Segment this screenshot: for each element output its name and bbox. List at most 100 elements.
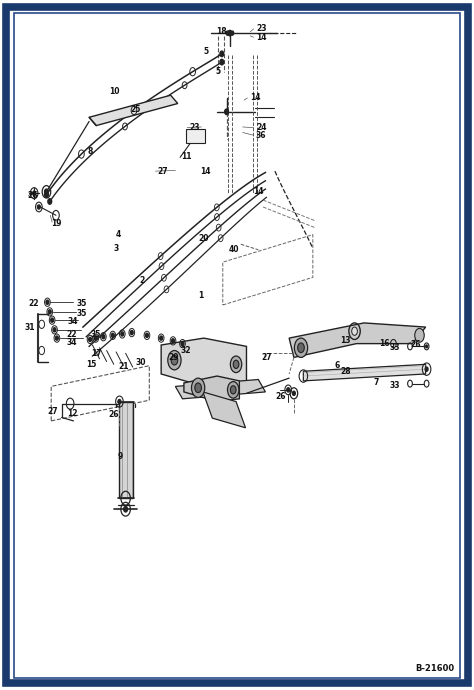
Circle shape: [195, 383, 201, 393]
Circle shape: [233, 360, 239, 368]
Text: 16: 16: [379, 339, 390, 348]
Polygon shape: [175, 380, 265, 399]
Text: 22: 22: [28, 299, 39, 308]
Text: 26: 26: [108, 409, 118, 419]
Text: 31: 31: [25, 323, 35, 333]
Text: 40: 40: [229, 245, 239, 255]
Polygon shape: [161, 338, 246, 386]
Circle shape: [124, 506, 128, 512]
Text: 23: 23: [190, 123, 200, 132]
Text: 23: 23: [256, 24, 266, 34]
Circle shape: [146, 333, 148, 337]
Circle shape: [37, 205, 40, 209]
Text: 3: 3: [114, 244, 119, 253]
Polygon shape: [89, 95, 178, 126]
Text: 27: 27: [158, 166, 168, 176]
Text: 33: 33: [390, 380, 400, 390]
Circle shape: [426, 345, 428, 348]
Text: 35: 35: [90, 330, 100, 339]
Text: 25: 25: [130, 104, 141, 114]
Circle shape: [46, 300, 49, 304]
Text: B-21600: B-21600: [415, 664, 454, 673]
Circle shape: [168, 351, 181, 370]
Text: 26: 26: [27, 191, 38, 201]
Text: 32: 32: [180, 346, 191, 355]
Text: 24: 24: [256, 123, 266, 132]
Text: 21: 21: [118, 362, 129, 371]
Text: 6: 6: [334, 360, 339, 370]
Text: 14: 14: [250, 93, 261, 103]
Text: 5: 5: [204, 47, 209, 57]
Circle shape: [48, 199, 52, 204]
Text: 26: 26: [275, 392, 285, 402]
Text: 5: 5: [216, 67, 221, 77]
Polygon shape: [203, 392, 246, 428]
Text: 34: 34: [66, 338, 77, 348]
Circle shape: [228, 382, 239, 398]
Text: 28: 28: [340, 367, 351, 377]
Text: 35: 35: [77, 299, 87, 308]
Text: 11: 11: [181, 152, 191, 161]
Circle shape: [425, 367, 428, 371]
Circle shape: [287, 388, 290, 392]
Text: 12: 12: [67, 408, 78, 418]
Circle shape: [231, 31, 234, 35]
Circle shape: [94, 336, 97, 340]
Circle shape: [111, 333, 114, 337]
Text: 10: 10: [109, 86, 119, 96]
Polygon shape: [289, 323, 426, 357]
Circle shape: [33, 191, 36, 195]
Circle shape: [121, 332, 124, 336]
Text: 14: 14: [256, 33, 266, 43]
Text: 17: 17: [91, 348, 101, 358]
Text: 8: 8: [88, 147, 93, 157]
Circle shape: [181, 342, 184, 346]
Circle shape: [48, 310, 51, 314]
Circle shape: [294, 338, 308, 357]
Circle shape: [89, 337, 91, 342]
Text: 14: 14: [200, 166, 210, 176]
Text: 30: 30: [135, 357, 146, 367]
Bar: [186, 129, 205, 143]
Text: 4: 4: [116, 230, 121, 239]
Polygon shape: [184, 376, 239, 402]
Text: 7: 7: [374, 378, 379, 388]
Text: 34: 34: [67, 317, 78, 326]
Circle shape: [55, 336, 58, 340]
Text: 26: 26: [410, 339, 420, 349]
Circle shape: [53, 328, 56, 332]
Text: 27: 27: [47, 407, 58, 417]
Text: 36: 36: [256, 131, 266, 141]
Text: 20: 20: [198, 233, 209, 243]
Text: 2: 2: [140, 275, 145, 285]
Polygon shape: [303, 364, 426, 381]
Circle shape: [102, 335, 105, 339]
Text: 9: 9: [118, 452, 123, 462]
Circle shape: [415, 328, 424, 342]
Circle shape: [352, 327, 357, 335]
Text: 35: 35: [77, 308, 87, 318]
Text: 33: 33: [390, 342, 400, 352]
Circle shape: [298, 343, 304, 353]
Circle shape: [45, 192, 48, 197]
Circle shape: [160, 336, 163, 340]
Circle shape: [228, 30, 232, 36]
Circle shape: [171, 355, 178, 365]
Text: 1: 1: [198, 290, 203, 300]
Circle shape: [51, 318, 54, 322]
Text: 18: 18: [216, 27, 226, 37]
Circle shape: [230, 356, 242, 373]
Circle shape: [130, 331, 133, 335]
Polygon shape: [118, 402, 133, 498]
Text: 27: 27: [262, 353, 272, 362]
Circle shape: [118, 400, 121, 404]
Circle shape: [191, 378, 205, 397]
Circle shape: [172, 339, 174, 343]
Text: 29: 29: [168, 353, 179, 362]
Circle shape: [230, 386, 236, 394]
Text: 14: 14: [254, 186, 264, 196]
Circle shape: [225, 109, 228, 115]
Text: 19: 19: [51, 219, 62, 228]
Circle shape: [226, 31, 229, 35]
Circle shape: [220, 59, 224, 65]
